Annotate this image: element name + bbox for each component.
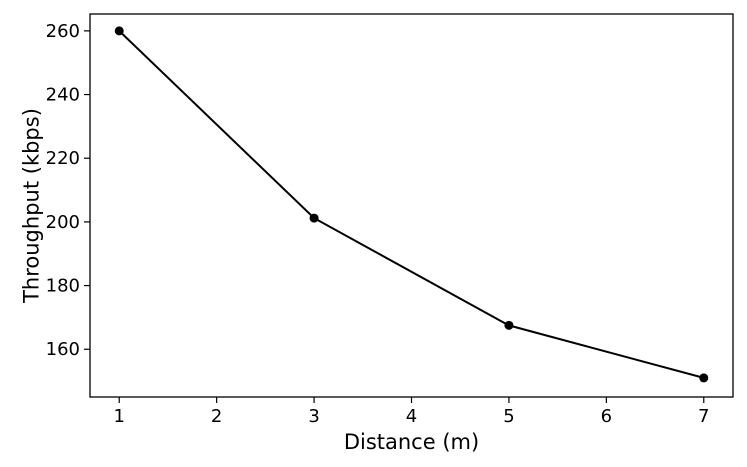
data-point: [309, 213, 319, 223]
x-tick-label: 2: [211, 406, 222, 427]
data-series: [114, 26, 709, 383]
x-tick-label: 6: [601, 406, 612, 427]
y-tick-label: 180: [46, 276, 80, 297]
plot-frame: [89, 13, 734, 398]
x-tick-label: 3: [308, 406, 319, 427]
y-tick-label: 160: [46, 339, 80, 360]
x-tick-label: 1: [114, 406, 125, 427]
data-point: [114, 26, 124, 36]
x-tick-label: 7: [698, 406, 709, 427]
y-tick-label: 260: [46, 21, 80, 42]
y-axis-label: Throughput (kbps): [19, 108, 43, 304]
data-point: [699, 373, 709, 383]
x-tick-label: 5: [503, 406, 514, 427]
y-tick-label: 200: [46, 212, 80, 233]
y-tick-label: 220: [46, 148, 80, 169]
x-axis-label: Distance (m): [344, 430, 479, 454]
axis-ticks: 1 2 3 4 5 6 7 160 180 200 220 240 260: [46, 21, 710, 427]
y-tick-label: 240: [46, 85, 80, 106]
x-tick-label: 4: [406, 406, 417, 427]
series-line: [118, 30, 705, 379]
data-point: [504, 320, 514, 330]
